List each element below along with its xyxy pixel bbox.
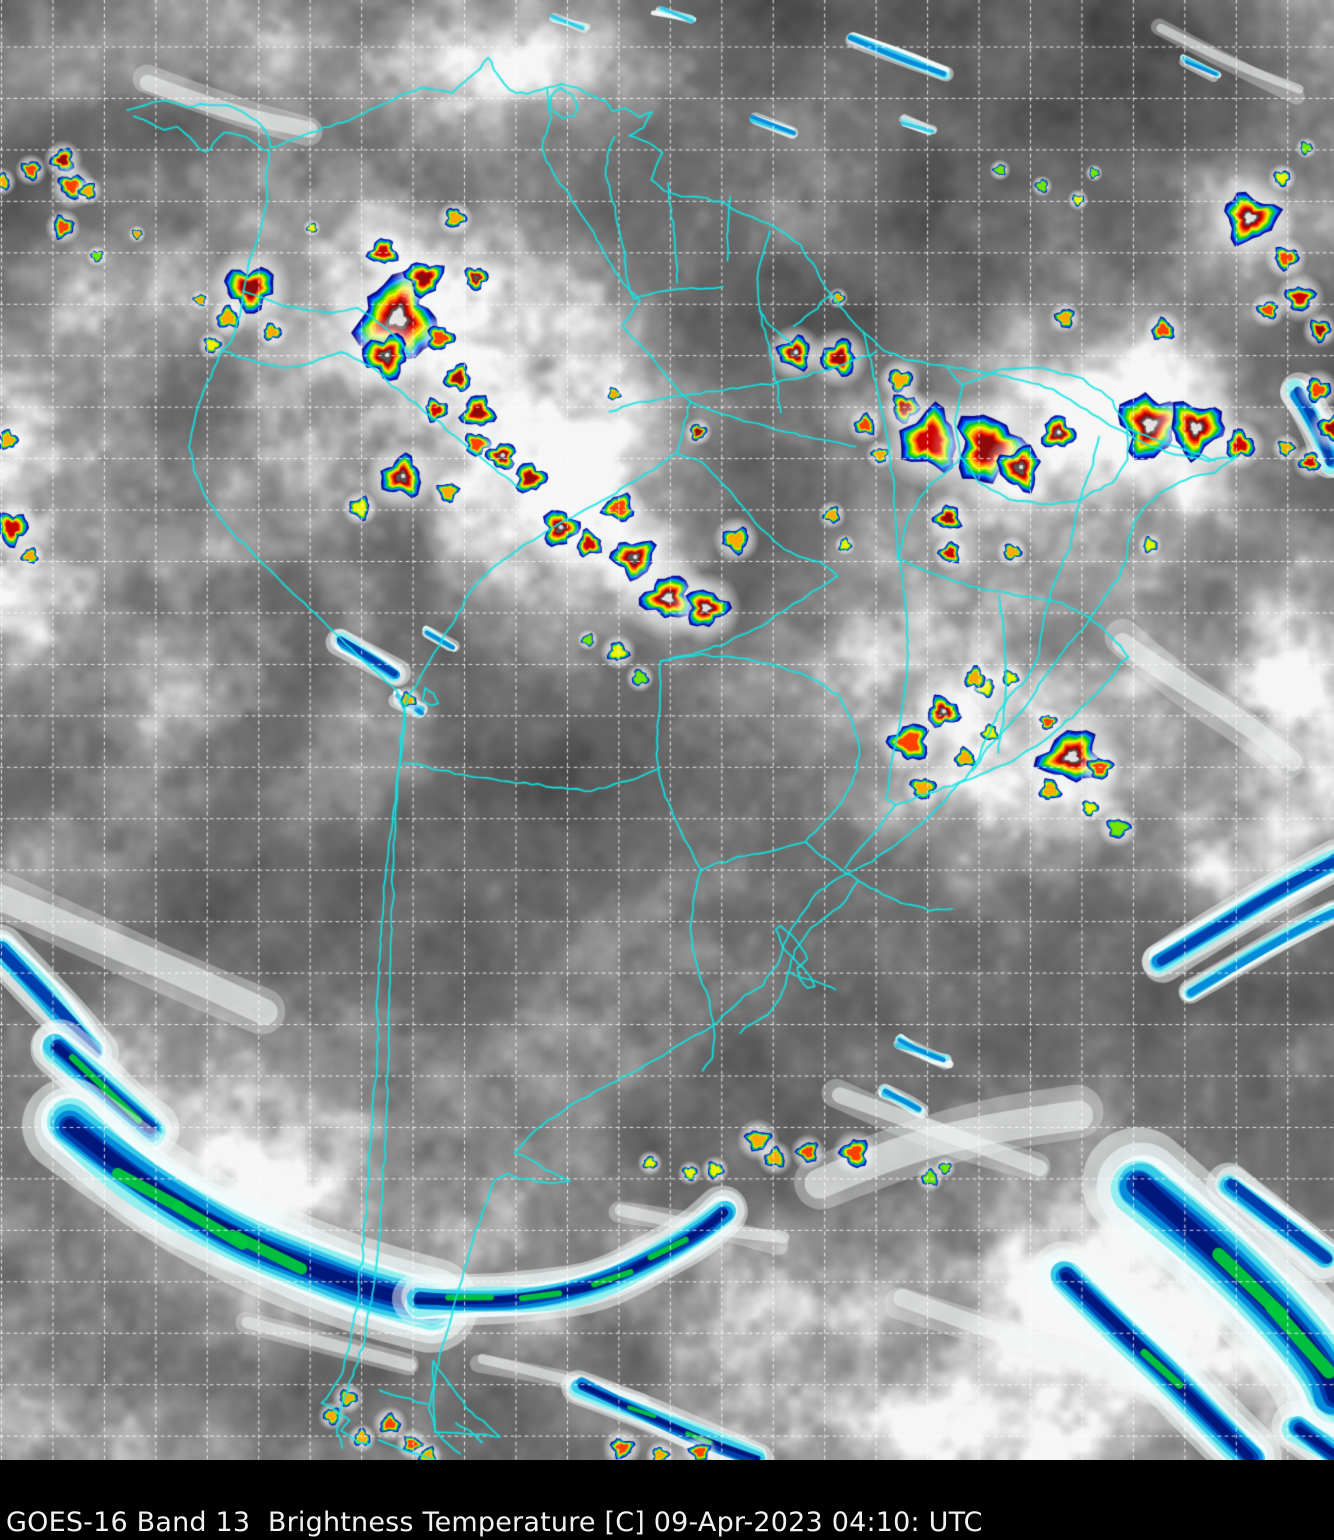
caption-text: GOES-16 Band 13 Brightness Temperature [… <box>6 1507 983 1538</box>
satellite-imagery <box>0 0 1334 1460</box>
caption-bar: GOES-16 Band 13 Brightness Temperature [… <box>0 1460 1334 1540</box>
